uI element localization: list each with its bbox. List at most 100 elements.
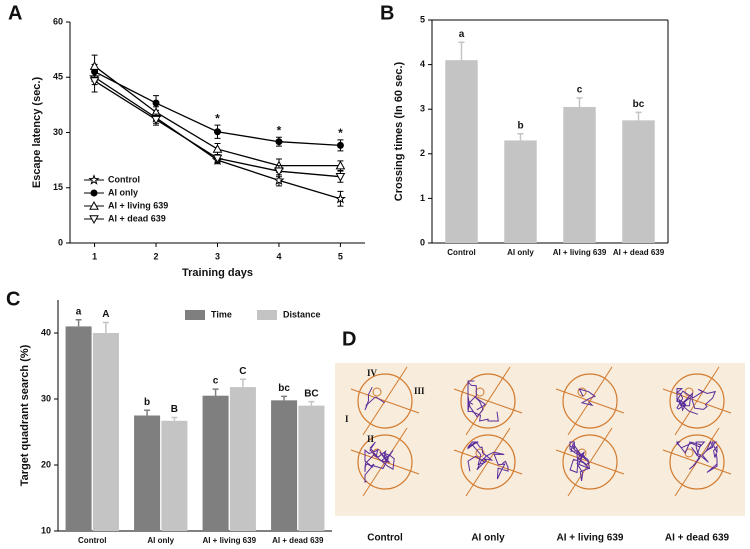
panel-label: C bbox=[6, 288, 20, 310]
error-bar bbox=[239, 378, 246, 388]
annotation: * bbox=[277, 123, 282, 137]
x-tick-label: Control bbox=[447, 248, 475, 257]
swim-path bbox=[578, 388, 597, 407]
error-bar bbox=[75, 319, 82, 327]
legend-label: AI + living 639 bbox=[108, 200, 168, 210]
y-tick-label: 0 bbox=[420, 237, 425, 247]
platform bbox=[684, 387, 694, 397]
quadrant-line bbox=[662, 449, 732, 475]
panel-d-background bbox=[335, 363, 745, 516]
marker bbox=[212, 154, 223, 164]
x-tick-label: AI + dead 639 bbox=[272, 536, 324, 545]
legend-label: Time bbox=[211, 309, 232, 319]
quadrant-line bbox=[350, 449, 420, 475]
x-tick-label: AI + living 639 bbox=[553, 248, 607, 257]
bar bbox=[445, 60, 478, 243]
marker bbox=[89, 215, 99, 225]
x-axis-title: Training days bbox=[182, 267, 253, 279]
annotation: * bbox=[338, 126, 343, 140]
bar bbox=[134, 415, 161, 531]
panel-label: D bbox=[342, 328, 356, 350]
x-tick-label: 4 bbox=[276, 251, 281, 261]
marker bbox=[88, 174, 100, 185]
annotation: C bbox=[239, 366, 246, 377]
y-tick-label: 5 bbox=[420, 14, 425, 24]
pool bbox=[357, 434, 413, 490]
x-tick-label: AI + living 639 bbox=[202, 536, 256, 545]
pool bbox=[669, 373, 725, 429]
y-axis-title: Target quadrant search (%) bbox=[19, 344, 31, 486]
swim-path bbox=[364, 441, 395, 483]
annotation: bc bbox=[633, 99, 645, 110]
x-tick-label: 3 bbox=[215, 251, 220, 261]
error-bar bbox=[517, 132, 524, 141]
y-axis-title: Crossing times (In 60 sec.) bbox=[393, 61, 405, 201]
error-bar bbox=[212, 388, 219, 396]
error-bar bbox=[308, 400, 315, 406]
annotation: A bbox=[102, 309, 109, 320]
marker bbox=[275, 138, 283, 146]
quadrant-line bbox=[453, 449, 523, 475]
platform bbox=[577, 387, 587, 397]
legend-swatch bbox=[257, 310, 277, 320]
y-tick-label: 20 bbox=[41, 459, 51, 469]
quadrant-line bbox=[350, 388, 420, 414]
y-tick-label: 15 bbox=[53, 182, 63, 192]
x-tick-label: AI + dead 639 bbox=[613, 248, 665, 257]
pool bbox=[562, 434, 618, 490]
platform bbox=[372, 387, 382, 397]
x-tick-label: AI only bbox=[507, 248, 534, 257]
marker bbox=[89, 77, 100, 86]
bar bbox=[504, 140, 537, 243]
quadrant-line bbox=[555, 449, 625, 475]
bar bbox=[161, 420, 188, 531]
x-tick-label: 5 bbox=[338, 251, 343, 261]
marker bbox=[334, 192, 347, 204]
marker bbox=[214, 128, 221, 136]
quadrant-line bbox=[555, 388, 625, 414]
annotation: c bbox=[213, 376, 219, 387]
error-bar bbox=[171, 416, 178, 421]
bar bbox=[202, 395, 229, 531]
error-bar bbox=[458, 41, 465, 61]
error-bar bbox=[281, 395, 288, 401]
marker bbox=[273, 174, 285, 186]
swim-path bbox=[364, 386, 385, 411]
y-tick-label: 10 bbox=[41, 525, 51, 535]
swim-path bbox=[675, 387, 717, 415]
quadrant-label: III bbox=[414, 386, 425, 396]
pool bbox=[460, 434, 516, 490]
marker bbox=[335, 173, 346, 182]
annotation: bc bbox=[278, 383, 290, 394]
group-label: Control bbox=[367, 533, 403, 544]
group-label: AI + dead 639 bbox=[665, 533, 730, 544]
marker bbox=[90, 189, 98, 197]
error-bar bbox=[102, 321, 109, 333]
y-tick-label: 0 bbox=[58, 237, 63, 247]
swim-path bbox=[569, 441, 591, 481]
annotation: b bbox=[517, 120, 523, 131]
y-tick-label: 40 bbox=[41, 327, 51, 337]
y-tick-label: 30 bbox=[41, 393, 51, 403]
x-tick-label: AI only bbox=[147, 536, 174, 545]
marker bbox=[274, 167, 284, 177]
error-bar bbox=[576, 97, 583, 107]
y-tick-label: 1 bbox=[420, 193, 425, 203]
annotation: BC bbox=[304, 388, 318, 399]
quadrant-label: IV bbox=[367, 368, 378, 378]
quadrant-label: II bbox=[367, 434, 375, 444]
group-label: AI + living 639 bbox=[557, 533, 624, 544]
x-tick-label: 1 bbox=[92, 251, 97, 261]
marker bbox=[152, 99, 160, 107]
y-tick-label: 2 bbox=[420, 148, 425, 158]
swim-path bbox=[467, 441, 509, 480]
annotation: B bbox=[171, 404, 178, 415]
quadrant-label: I bbox=[345, 414, 349, 424]
pool bbox=[562, 373, 618, 429]
y-tick-label: 30 bbox=[53, 127, 63, 137]
error-bar bbox=[635, 111, 642, 121]
panel-label: B bbox=[380, 2, 394, 24]
bar bbox=[563, 106, 596, 243]
marker bbox=[89, 61, 100, 70]
